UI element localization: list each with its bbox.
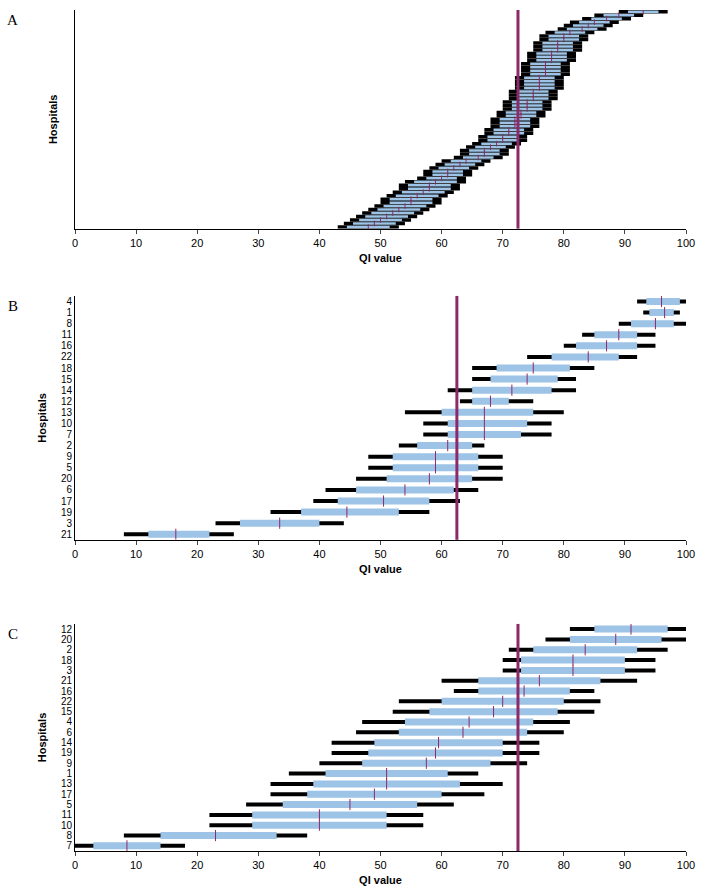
svg-text:Hospitals: Hospitals bbox=[47, 95, 59, 145]
svg-text:5: 5 bbox=[66, 799, 72, 810]
svg-text:10: 10 bbox=[130, 859, 142, 871]
svg-text:10: 10 bbox=[130, 237, 142, 249]
svg-text:16: 16 bbox=[61, 340, 73, 351]
svg-text:100: 100 bbox=[677, 548, 695, 560]
svg-text:QI value: QI value bbox=[359, 252, 402, 264]
svg-text:0: 0 bbox=[72, 237, 78, 249]
svg-text:50: 50 bbox=[374, 548, 386, 560]
svg-text:30: 30 bbox=[252, 859, 264, 871]
svg-text:13: 13 bbox=[61, 778, 73, 789]
svg-text:21: 21 bbox=[61, 675, 73, 686]
svg-text:60: 60 bbox=[435, 548, 447, 560]
svg-text:80: 80 bbox=[558, 859, 570, 871]
svg-text:8: 8 bbox=[66, 318, 72, 329]
svg-text:12: 12 bbox=[61, 624, 73, 635]
svg-text:10: 10 bbox=[61, 820, 73, 831]
svg-text:19: 19 bbox=[61, 507, 73, 518]
svg-text:8: 8 bbox=[66, 830, 72, 841]
svg-text:20: 20 bbox=[61, 473, 73, 484]
svg-text:0: 0 bbox=[72, 548, 78, 560]
svg-text:0: 0 bbox=[72, 859, 78, 871]
svg-text:QI value: QI value bbox=[359, 563, 402, 575]
svg-text:20: 20 bbox=[191, 548, 203, 560]
svg-text:70: 70 bbox=[497, 859, 509, 871]
svg-text:14: 14 bbox=[61, 737, 73, 748]
svg-text:18: 18 bbox=[61, 363, 73, 374]
svg-text:1: 1 bbox=[66, 307, 72, 318]
svg-text:A: A bbox=[7, 12, 18, 28]
svg-text:70: 70 bbox=[497, 237, 509, 249]
svg-text:5: 5 bbox=[66, 462, 72, 473]
svg-text:9: 9 bbox=[66, 758, 72, 769]
svg-text:2: 2 bbox=[66, 644, 72, 655]
svg-text:80: 80 bbox=[558, 548, 570, 560]
svg-text:16: 16 bbox=[61, 686, 73, 697]
svg-text:18: 18 bbox=[61, 655, 73, 666]
svg-text:9: 9 bbox=[66, 451, 72, 462]
svg-text:15: 15 bbox=[61, 374, 73, 385]
svg-text:1: 1 bbox=[66, 768, 72, 779]
svg-text:7: 7 bbox=[66, 429, 72, 440]
svg-text:10: 10 bbox=[61, 418, 73, 429]
svg-text:30: 30 bbox=[252, 548, 264, 560]
svg-text:6: 6 bbox=[66, 484, 72, 495]
svg-text:11: 11 bbox=[62, 329, 73, 340]
svg-text:70: 70 bbox=[497, 548, 509, 560]
svg-text:80: 80 bbox=[558, 237, 570, 249]
svg-text:40: 40 bbox=[313, 237, 325, 249]
svg-text:C: C bbox=[8, 626, 18, 642]
svg-text:4: 4 bbox=[66, 296, 72, 307]
svg-text:50: 50 bbox=[374, 859, 386, 871]
svg-text:20: 20 bbox=[191, 859, 203, 871]
svg-text:40: 40 bbox=[313, 548, 325, 560]
svg-text:B: B bbox=[8, 298, 18, 314]
svg-text:90: 90 bbox=[619, 237, 631, 249]
svg-text:22: 22 bbox=[61, 696, 73, 707]
svg-text:22: 22 bbox=[61, 351, 73, 362]
svg-text:20: 20 bbox=[191, 237, 203, 249]
svg-text:90: 90 bbox=[619, 548, 631, 560]
svg-text:10: 10 bbox=[130, 548, 142, 560]
svg-text:17: 17 bbox=[61, 789, 73, 800]
svg-text:60: 60 bbox=[435, 859, 447, 871]
svg-text:2: 2 bbox=[66, 440, 72, 451]
svg-text:100: 100 bbox=[677, 237, 695, 249]
svg-text:4: 4 bbox=[66, 716, 72, 727]
svg-text:6: 6 bbox=[66, 727, 72, 738]
svg-text:19: 19 bbox=[61, 747, 73, 758]
svg-text:3: 3 bbox=[66, 518, 72, 529]
svg-text:QI value: QI value bbox=[359, 874, 402, 886]
svg-text:60: 60 bbox=[435, 237, 447, 249]
svg-text:90: 90 bbox=[619, 859, 631, 871]
svg-text:17: 17 bbox=[61, 496, 73, 507]
svg-text:13: 13 bbox=[61, 407, 73, 418]
svg-text:21: 21 bbox=[61, 529, 73, 540]
svg-text:100: 100 bbox=[677, 859, 695, 871]
svg-text:50: 50 bbox=[374, 237, 386, 249]
svg-text:30: 30 bbox=[252, 237, 264, 249]
svg-text:3: 3 bbox=[66, 665, 72, 676]
svg-text:11: 11 bbox=[62, 809, 73, 820]
svg-text:14: 14 bbox=[61, 385, 73, 396]
svg-text:40: 40 bbox=[313, 859, 325, 871]
svg-text:12: 12 bbox=[61, 396, 73, 407]
svg-text:7: 7 bbox=[66, 840, 72, 851]
svg-text:Hospitals: Hospitals bbox=[36, 393, 48, 443]
svg-text:Hospitals: Hospitals bbox=[36, 713, 48, 763]
svg-text:15: 15 bbox=[61, 706, 73, 717]
svg-text:20: 20 bbox=[61, 634, 73, 645]
